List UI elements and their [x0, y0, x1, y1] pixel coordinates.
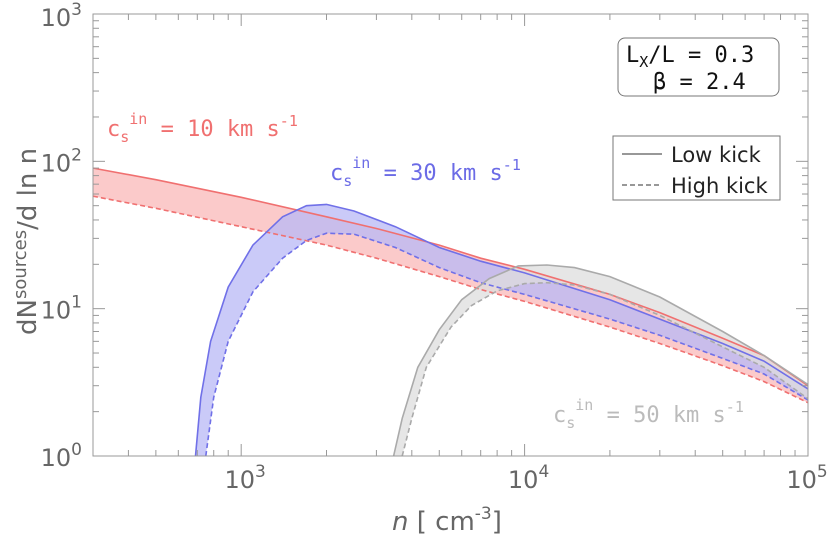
band-series-1	[195, 204, 808, 456]
x-axis-title: n [ cm-3]	[392, 504, 502, 537]
x-axis-unit-exp: -3	[475, 504, 492, 524]
axis-tick-labels: 103 104 105 100 101 102 103	[41, 0, 828, 494]
legend-low-label: Low kick	[671, 143, 762, 167]
param-beta: β = 2.4	[653, 70, 746, 95]
param-lx: LX/L = 0.3	[626, 43, 754, 71]
low-kick-line-series-2	[392, 264, 808, 456]
x-tick-label: 103	[224, 462, 265, 494]
series-label-10: csin = 10 km s-1	[107, 110, 298, 146]
x-tick-label: 105	[786, 462, 827, 494]
axis-ticks	[92, 13, 809, 457]
band-series-0	[93, 168, 808, 403]
y-tick-label: 103	[41, 0, 82, 32]
y-axis-pre: dN	[13, 299, 43, 335]
series-label-50: csin = 50 km s-1	[553, 396, 744, 432]
x-axis-var: n	[392, 507, 408, 537]
legend: Low kick High kick	[612, 135, 781, 201]
y-tick-label: 102	[41, 145, 82, 177]
high-kick-line-series-2	[401, 281, 808, 456]
low-kick-line-series-0	[93, 167, 808, 387]
x-tick-label: 104	[508, 462, 549, 494]
high-kick-line-series-1	[205, 232, 808, 456]
y-axis-post: /d ln n	[13, 148, 43, 230]
legend-high-label: High kick	[671, 174, 768, 198]
x-axis-unit: [ cm	[408, 507, 474, 537]
y-tick-label: 101	[41, 293, 82, 325]
series-lines	[93, 167, 808, 456]
y-axis-sup: sources	[10, 230, 31, 299]
y-tick-label: 100	[41, 440, 82, 472]
y-axis-title: dNsources/d ln n	[10, 148, 43, 335]
high-kick-line-series-0	[93, 195, 808, 404]
parameter-box: LX/L = 0.3 β = 2.4	[617, 37, 780, 97]
low-kick-line-series-1	[194, 203, 808, 456]
plot-frame	[92, 13, 809, 457]
series-label-30: csin = 30 km s-1	[330, 154, 521, 190]
x-axis-unit-close: ]	[492, 507, 502, 537]
